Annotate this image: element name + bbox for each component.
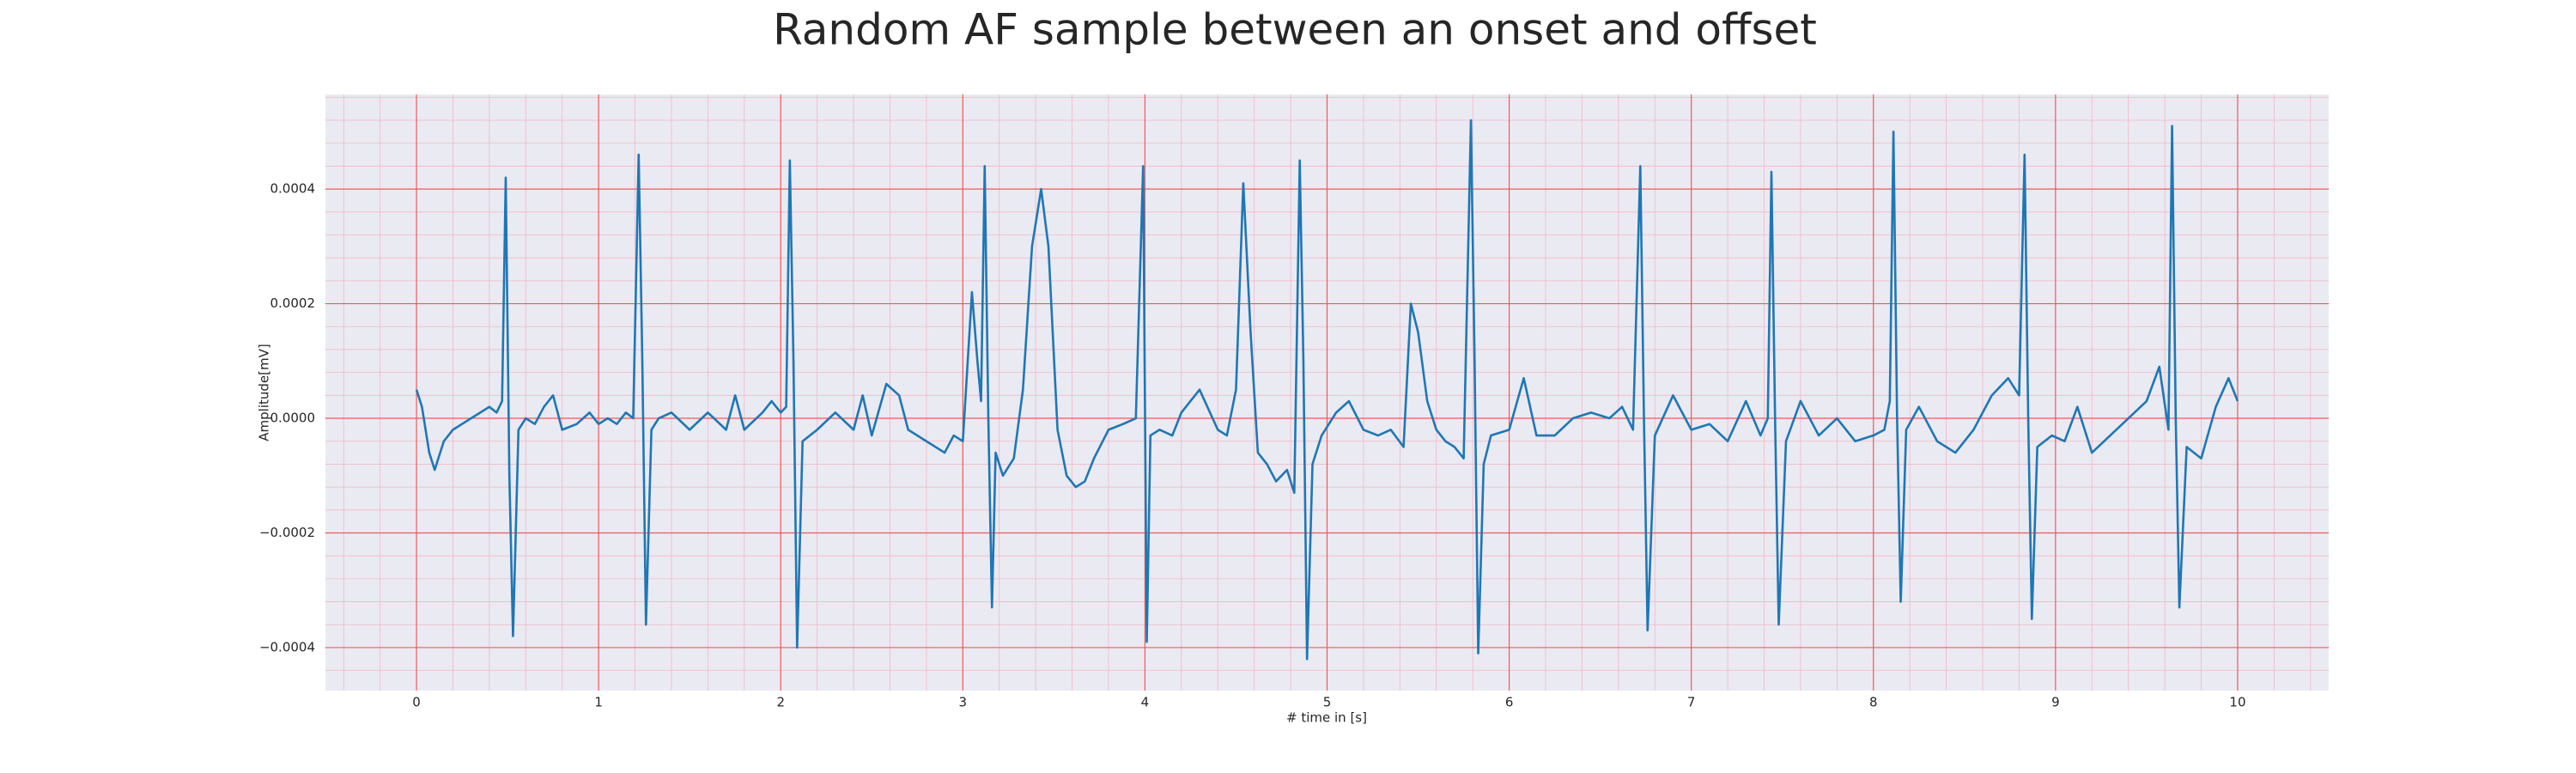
y-tick-label: 0.0000 — [270, 411, 316, 426]
y-tick-label: −0.0004 — [259, 639, 315, 654]
signal-line — [415, 119, 2239, 660]
x-tick-label: 10 — [2229, 695, 2245, 710]
x-tick-label: 3 — [959, 695, 968, 710]
x-tick-label: 6 — [1505, 695, 1514, 710]
x-tick-label: 8 — [1869, 695, 1878, 710]
x-tick-label: 9 — [2051, 695, 2060, 710]
y-tick-label: 0.0004 — [270, 181, 316, 197]
y-tick-label: 0.0002 — [270, 295, 316, 311]
x-tick-label: 4 — [1141, 695, 1150, 710]
x-tick-label: 7 — [1687, 695, 1696, 710]
y-axis-label: Amplitude[mV] — [257, 344, 272, 441]
chart-title: Random AF sample between an onset and of… — [773, 5, 1817, 55]
y-tick-label: −0.0002 — [259, 525, 315, 540]
x-tick-label: 0 — [412, 695, 421, 710]
x-tick-label: 2 — [776, 695, 785, 710]
x-axis-label: # time in [s] — [1286, 710, 1367, 726]
x-tick-label: 5 — [1323, 695, 1332, 710]
x-tick-label: 1 — [594, 695, 603, 710]
